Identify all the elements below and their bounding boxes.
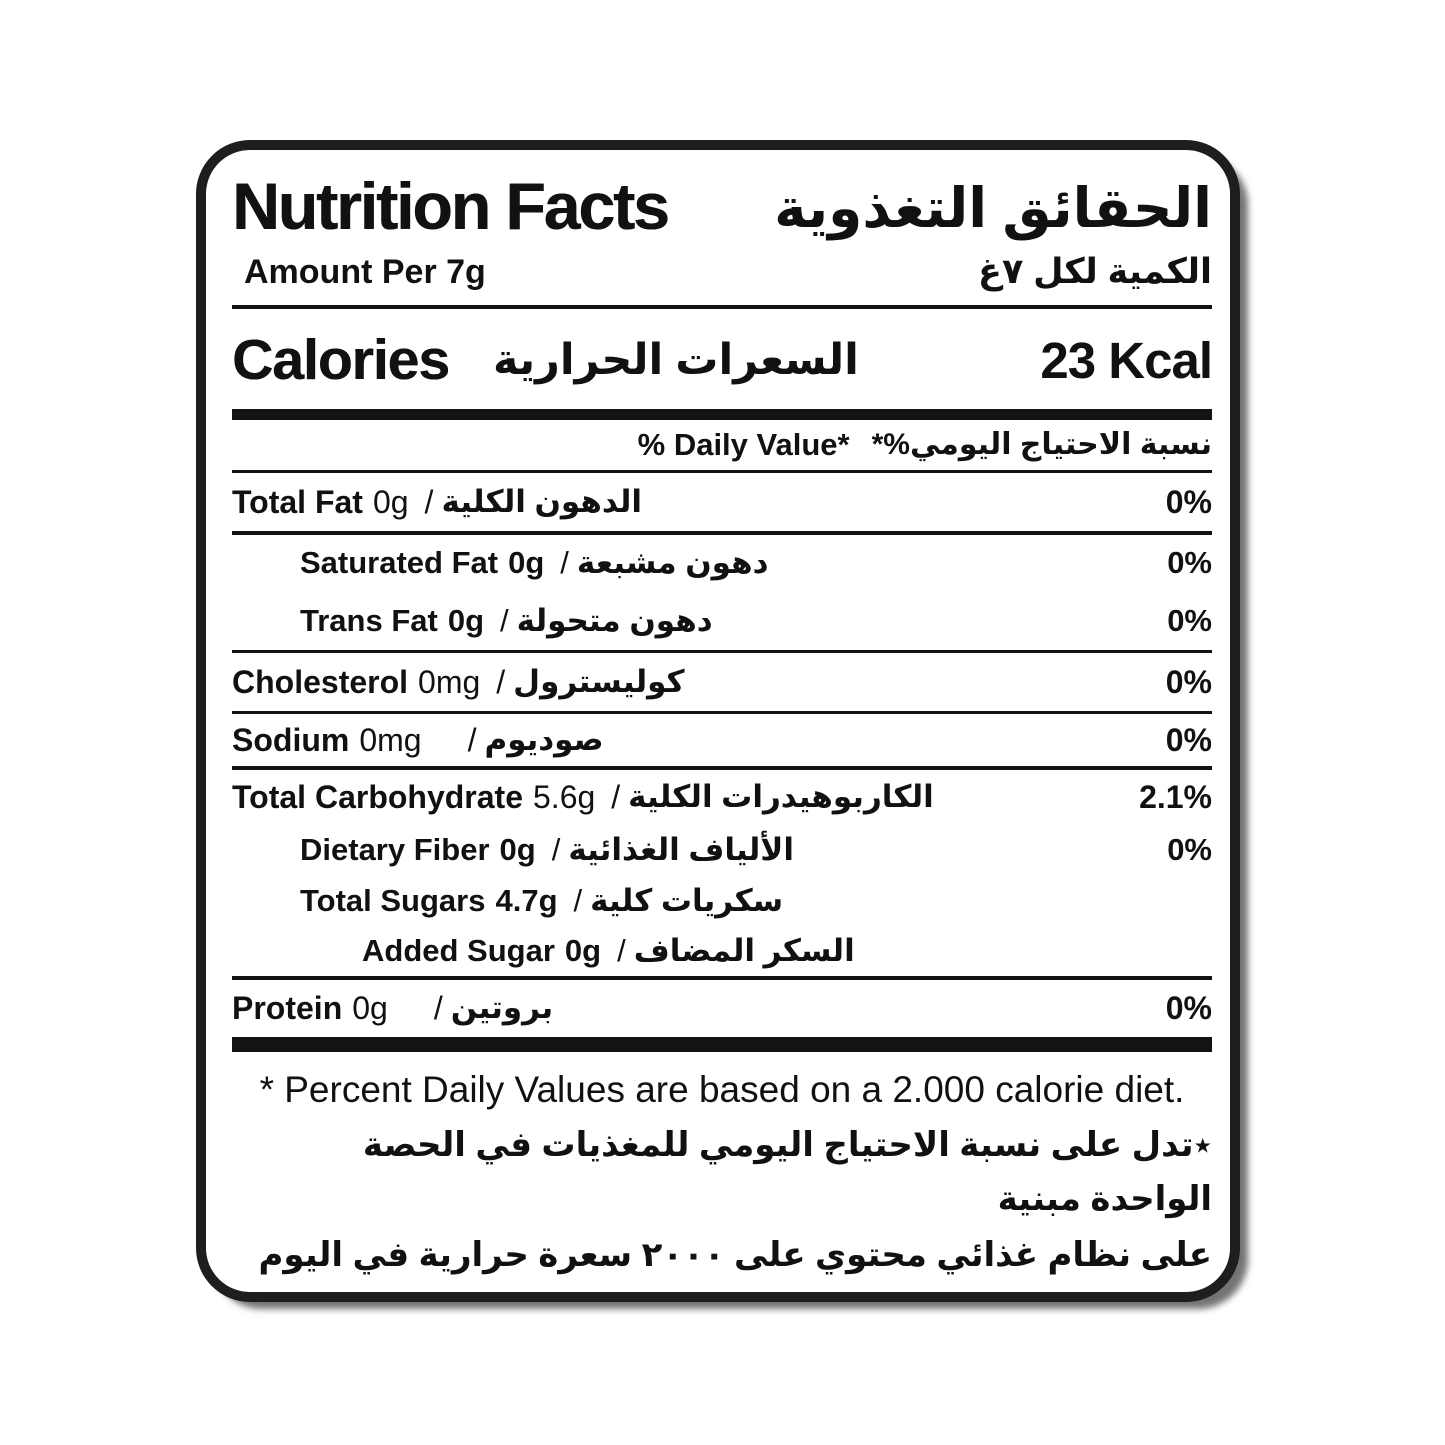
divider-thin bbox=[232, 710, 1212, 715]
row-total-sugars: Total Sugars 4.7g / سكريات كلية bbox=[232, 876, 1212, 926]
divider-thick bbox=[232, 409, 1212, 420]
nutrient-name-arabic: دهون متحولة bbox=[516, 602, 713, 638]
daily-value-percent: 0% bbox=[1167, 545, 1212, 581]
nutrient-name-arabic: الكاربوهيدرات الكلية bbox=[628, 779, 934, 814]
divider-medium bbox=[232, 304, 1212, 310]
separator-slash: / bbox=[617, 932, 626, 968]
nutrient-name-arabic: الدهون الكلية bbox=[441, 484, 643, 520]
divider-thin bbox=[232, 530, 1212, 535]
nutrient-name-arabic: الألياف الغذائية bbox=[568, 831, 794, 867]
nutrient-name: Dietary Fiber bbox=[300, 831, 490, 867]
row-total-carbohydrate: Total Carbohydrate 5.6g / الكاربوهيدرات … bbox=[232, 770, 1212, 824]
daily-value-percent: 0% bbox=[1165, 663, 1212, 700]
calories-label-arabic: السعرات الحرارية bbox=[492, 336, 859, 385]
nutrient-value: 5.6g bbox=[533, 778, 596, 815]
nutrient-value: 4.7g bbox=[495, 882, 558, 918]
nutrient-name: Total Carbohydrate bbox=[232, 778, 523, 815]
separator-slash: / bbox=[611, 778, 621, 815]
separator-slash: / bbox=[433, 989, 443, 1026]
separator-slash: / bbox=[467, 721, 477, 758]
nutrient-name: Trans Fat bbox=[300, 602, 438, 638]
row-added-sugar: Added Sugar 0g / السكر المضاف bbox=[232, 926, 1212, 976]
separator-slash: / bbox=[496, 663, 506, 700]
daily-value-percent: 0% bbox=[1165, 989, 1212, 1026]
divider-thin bbox=[232, 649, 1212, 654]
row-total-fat: Total Fat 0g / الدهون الكلية 0% bbox=[232, 473, 1212, 530]
daily-value-percent: 2.1% bbox=[1139, 778, 1212, 815]
divider-thin bbox=[232, 469, 1212, 474]
row-trans-fat: Trans Fat 0g / دهون متحولة 0% bbox=[232, 592, 1212, 649]
nutrient-name: Sodium bbox=[232, 721, 350, 758]
label-content: Nutrition Facts الحقائق التغذوية Amount … bbox=[206, 150, 1230, 1292]
footnote-arabic-line2: على نظام غذائي محتوي على ٢٠٠٠ سعرة حراري… bbox=[258, 1235, 1212, 1274]
nutrient-name: Total Fat bbox=[232, 483, 363, 520]
row-dietary-fiber: Dietary Fiber 0g / الألياف الغذائية 0% bbox=[232, 824, 1212, 876]
divider-thin bbox=[232, 975, 1212, 980]
nutrient-name-arabic: سكريات كلية bbox=[590, 882, 784, 918]
nutrient-name: Total Sugars bbox=[300, 882, 486, 918]
divider-extra-thick bbox=[232, 1037, 1212, 1052]
row-sodium: Sodium 0mg / صوديوم 0% bbox=[232, 714, 1212, 766]
amount-per-arabic: الكمية لكل ٧غ bbox=[978, 252, 1212, 291]
daily-value-percent: 0% bbox=[1165, 721, 1212, 758]
nutrient-name-arabic: دهون مشبعة bbox=[576, 545, 769, 581]
nutrient-name: Added Sugar bbox=[362, 932, 555, 968]
daily-value-header-english: % Daily Value* bbox=[637, 426, 850, 462]
nutrient-value: 0g bbox=[564, 932, 602, 968]
nutrient-value: 0g bbox=[499, 831, 536, 867]
nutrient-name-arabic: السكر المضاف bbox=[633, 932, 855, 968]
nutrient-name: Saturated Fat bbox=[300, 545, 499, 581]
amount-per-english: Amount Per 7g bbox=[244, 253, 486, 291]
title-arabic: الحقائق التغذوية bbox=[774, 177, 1212, 239]
nutrition-facts-label: Nutrition Facts الحقائق التغذوية Amount … bbox=[196, 140, 1240, 1302]
title-row: Nutrition Facts الحقائق التغذوية bbox=[232, 162, 1212, 250]
calories-label-english: Calories bbox=[232, 328, 450, 393]
nutrient-name-arabic: كوليسترول bbox=[513, 664, 685, 700]
separator-slash: / bbox=[560, 545, 569, 581]
separator-slash: / bbox=[500, 602, 509, 638]
nutrient-value: 0g bbox=[372, 483, 409, 520]
nutrient-value: 0mg bbox=[418, 663, 481, 700]
nutrient-name-arabic: بروتين bbox=[450, 990, 554, 1026]
daily-value-percent: 0% bbox=[1165, 483, 1212, 520]
separator-slash: / bbox=[551, 831, 561, 867]
amount-per-row: Amount Per 7g الكمية لكل ٧غ bbox=[232, 252, 1212, 295]
separator-slash: / bbox=[573, 882, 583, 918]
nutrient-name: Cholesterol bbox=[232, 663, 409, 700]
nutrient-name: Protein bbox=[232, 989, 343, 1026]
daily-value-percent: 0% bbox=[1167, 831, 1212, 867]
row-protein: Protein 0g / بروتين 0% bbox=[232, 980, 1212, 1037]
nutrient-name-arabic: صوديوم bbox=[484, 722, 604, 758]
daily-value-header-arabic: نسبة الاحتياج اليومي%* bbox=[871, 428, 1212, 462]
daily-value-percent: 0% bbox=[1167, 602, 1212, 638]
row-cholesterol: Cholesterol 0mg / كوليسترول 0% bbox=[232, 653, 1212, 710]
nutrient-value: 0mg bbox=[359, 721, 422, 758]
daily-value-header-row: % Daily Value* نسبة الاحتياج اليومي%* bbox=[232, 420, 1212, 470]
title-english: Nutrition Facts bbox=[232, 169, 670, 243]
calories-row: Calories السعرات الحرارية 23 Kcal bbox=[232, 323, 1213, 397]
footnote-english: * Percent Daily Values are based on a 2.… bbox=[259, 1068, 1185, 1110]
divider-thin bbox=[232, 766, 1212, 771]
nutrient-value: 0g bbox=[447, 602, 485, 638]
nutrient-value: 0g bbox=[352, 989, 388, 1026]
footnote-arabic-line1: ٭تدل على نسبة الاحتياج اليومي للمغذيات ف… bbox=[362, 1125, 1212, 1218]
nutrient-value: 0g bbox=[508, 545, 545, 581]
calories-value: 23 Kcal bbox=[1040, 331, 1213, 389]
row-saturated-fat: Saturated Fat 0g / دهون مشبعة 0% bbox=[232, 535, 1212, 592]
separator-slash: / bbox=[424, 483, 434, 520]
